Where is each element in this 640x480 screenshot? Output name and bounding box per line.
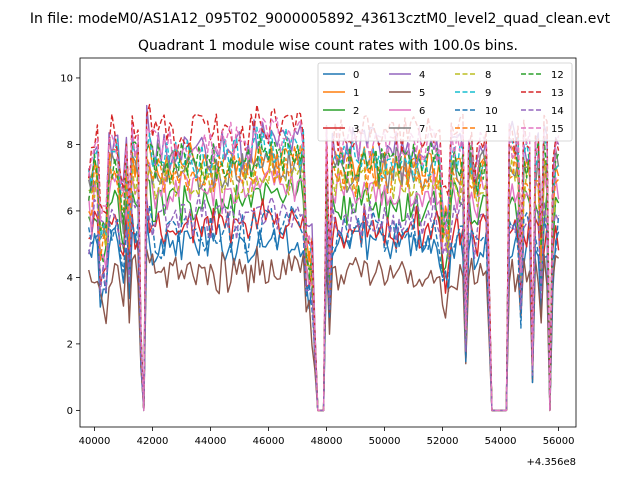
x-tick-label: 48000 [311,436,343,447]
legend-label-4: 4 [419,70,425,81]
legend-label-13: 13 [551,88,564,99]
y-tick-label: 4 [67,273,73,284]
legend-label-7: 7 [419,124,425,135]
x-tick-label: 46000 [253,436,285,447]
x-tick-label: 40000 [79,436,111,447]
legend-label-0: 0 [353,70,359,81]
legend-label-6: 6 [419,106,425,117]
x-tick-label: 44000 [195,436,227,447]
series-layer [88,103,560,412]
legend-label-1: 1 [353,88,359,99]
x-tick-label: 42000 [137,436,169,447]
x-tick-label: 50000 [369,436,401,447]
legend-label-3: 3 [353,124,359,135]
plot-frame [79,57,577,428]
legend-label-12: 12 [551,70,564,81]
x-tick-label: 52000 [427,436,459,447]
legend-label-9: 9 [485,88,491,99]
legend-label-8: 8 [485,70,491,81]
figure-suptitle: In file: modeM0/AS1A12_095T02_9000005892… [30,11,611,27]
x-axis: 40000 42000 44000 46000 48000 50000 52000 54000… [79,427,575,447]
y-tick-label: 0 [67,406,73,417]
legend-label-2: 2 [353,106,359,117]
x-offset-label: +4.356e8 [526,457,576,468]
legend-label-15: 15 [551,124,564,135]
y-tick-label: 10 [60,73,73,84]
y-tick-label: 2 [67,339,73,350]
legend-label-14: 14 [551,106,564,117]
y-tick-label: 6 [67,206,73,217]
legend-label-5: 5 [419,88,425,99]
y-tick-label: 8 [67,140,73,151]
x-tick-label: 56000 [543,436,575,447]
legend-frame [317,62,573,142]
chart-title: Quadrant 1 module wise count rates with … [138,38,518,54]
legend-label-11: 11 [485,124,498,135]
legend-label-10: 10 [485,106,498,117]
y-axis: 0 2 4 6 8 10 [60,73,80,417]
x-tick-label: 54000 [485,436,517,447]
